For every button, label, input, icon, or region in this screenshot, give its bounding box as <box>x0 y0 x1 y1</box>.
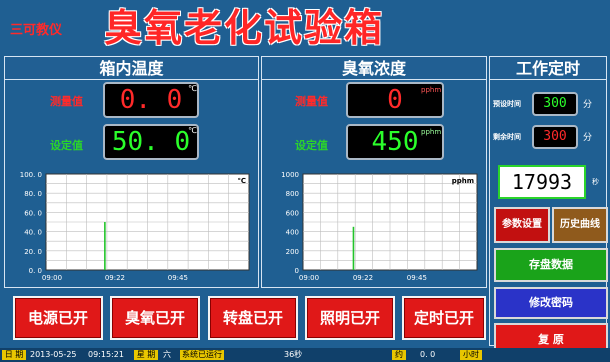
x-tick-label: 09:22 <box>353 274 373 282</box>
remain-time-label: 剩余时间 <box>493 133 521 141</box>
temp-measured-label: 测量值 <box>50 95 83 108</box>
brand-label: 三可教仪 <box>10 23 63 38</box>
y-tick-label: 60. 0 <box>24 209 42 217</box>
temp-set-label: 设定值 <box>50 139 83 152</box>
y-tick-label: 600 <box>286 209 299 217</box>
x-tick-label: 09:45 <box>168 274 188 282</box>
temp-set-value: 50. 0 <box>111 127 191 157</box>
temperature-header: 箱内温度 <box>4 56 259 80</box>
ozone-set-display[interactable]: 450 <box>346 124 444 160</box>
timer-header: 工作定时 <box>489 56 607 80</box>
x-tick-label: 09:00 <box>299 274 319 282</box>
ozone-set-label: 设定值 <box>295 139 328 152</box>
y-tick-label: 80. 0 <box>24 190 42 198</box>
chart-unit-label: pphm <box>452 177 474 185</box>
ozone-set-unit: pphm <box>421 128 442 136</box>
temperature-chart: 100. 0 80. 0 60. 0 40. 0 20. 0 0. 009:00 09:22… <box>20 171 250 282</box>
x-tick-label: 09:22 <box>105 274 125 282</box>
y-tick-label: 200 <box>286 248 299 256</box>
chart-group: 100. 0 80. 0 60. 0 40. 0 20. 0 0. 009:00 09:22… <box>20 171 250 282</box>
status-time: 09:15:21 <box>88 350 124 359</box>
status-extra-value: 0. 0 <box>420 350 436 359</box>
ozone-header: 臭氧浓度 <box>261 56 487 80</box>
chart-group: 1000 800 600 400 200 009:00 09:22 09:45 pphm <box>281 171 478 282</box>
status-weekday: 六 <box>163 350 171 359</box>
preset-time-display[interactable]: 300 <box>532 92 578 116</box>
title-bar <box>0 0 610 55</box>
seconds-counter-unit: 秒 <box>592 178 599 186</box>
x-tick-label: 09:45 <box>407 274 427 282</box>
status-weekday-label: 星 期 <box>134 350 158 360</box>
temp-measured-unit: ℃ <box>188 84 197 93</box>
status-date-label: 日 期 <box>2 350 26 360</box>
temp-measured-display: 0. 0 <box>103 82 199 118</box>
chart-unit-label: ℃ <box>238 177 246 185</box>
status-run-value: 36秒 <box>284 350 303 359</box>
ozone-set-value: 450 <box>371 127 419 157</box>
change-password-button[interactable]: 修改密码 <box>494 287 608 319</box>
preset-time-unit: 分 <box>583 100 593 110</box>
status-extra-label: 约 <box>392 350 406 360</box>
turntable-button[interactable]: 转盘已开 <box>208 296 298 340</box>
ozone-measured-unit: pphm <box>421 86 442 94</box>
status-run-label: 系统已运行 <box>180 350 224 360</box>
y-tick-label: 1000 <box>281 171 299 179</box>
params-button[interactable]: 参数设置 <box>494 207 550 243</box>
ozone-measured-value: 0 <box>387 85 403 115</box>
status-hours-label: 小时 <box>460 350 482 360</box>
preset-time-value: 300 <box>543 96 567 111</box>
save-data-button[interactable]: 存盘数据 <box>494 248 608 282</box>
status-date: 2013-05-25 <box>30 350 77 359</box>
y-tick-label: 800 <box>286 190 299 198</box>
seconds-counter: 17993 <box>498 165 586 199</box>
ozone-measured-display: 0 <box>346 82 444 118</box>
temp-set-unit: ℃ <box>188 126 197 135</box>
y-tick-label: 0 <box>295 267 299 275</box>
history-button[interactable]: 历史曲线 <box>552 207 608 243</box>
y-tick-label: 20. 0 <box>24 248 42 256</box>
y-tick-label: 400 <box>286 229 299 237</box>
y-tick-label: 0. 0 <box>29 267 42 275</box>
ozone-chart: 1000 800 600 400 200 009:00 09:22 09:45 pphm <box>281 171 478 282</box>
y-tick-label: 40. 0 <box>24 229 42 237</box>
ozone-button[interactable]: 臭氧已开 <box>110 296 200 340</box>
ozone-measured-label: 测量值 <box>295 95 328 108</box>
seconds-counter-value: 17993 <box>511 170 573 194</box>
y-tick-label: 100. 0 <box>20 171 42 179</box>
temp-measured-value: 0. 0 <box>119 85 183 115</box>
preset-time-label: 预设时间 <box>493 100 521 108</box>
remain-time-display: 300 <box>532 125 578 149</box>
remain-time-value: 300 <box>543 129 567 144</box>
timer-button[interactable]: 定时已开 <box>402 296 486 340</box>
power-button[interactable]: 电源已开 <box>13 296 103 340</box>
remain-time-unit: 分 <box>583 133 593 143</box>
temp-set-display[interactable]: 50. 0 <box>103 124 199 160</box>
page-title: 臭氧老化试验箱 <box>104 5 385 50</box>
light-button[interactable]: 照明已开 <box>305 296 395 340</box>
x-tick-label: 09:00 <box>42 274 62 282</box>
